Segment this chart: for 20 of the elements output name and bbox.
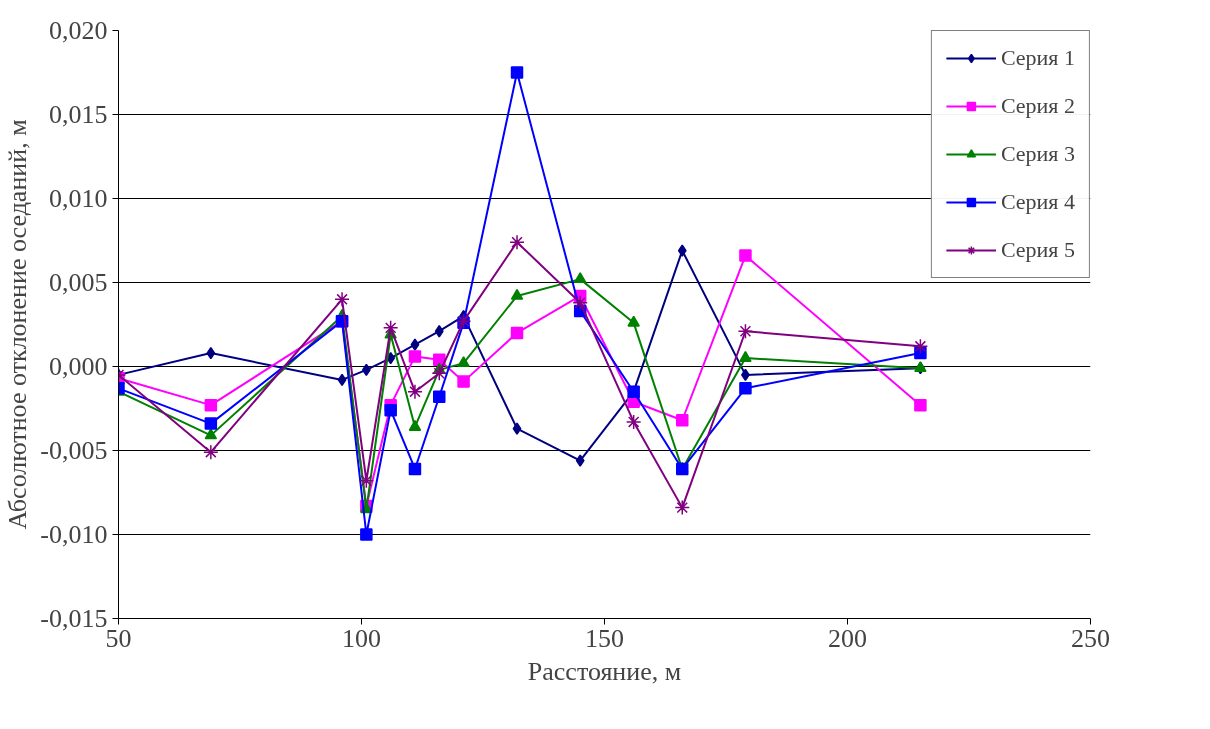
y-tick-label: 0,015 <box>49 100 108 129</box>
legend-label: Серия 1 <box>1000 45 1075 71</box>
legend-label: Серия 4 <box>1000 189 1075 215</box>
legend-label: Серия 5 <box>1000 237 1075 263</box>
y-tick-label: 0,005 <box>49 268 108 297</box>
x-axis-title: Расстояние, м <box>527 656 682 686</box>
y-tick-label: -0,005 <box>40 436 108 465</box>
legend-label: Серия 3 <box>1000 141 1075 167</box>
y-tick-label: 0,010 <box>49 184 108 213</box>
x-tick-label: 150 <box>585 623 624 653</box>
y-axis-title: Абсолютное отклонение оседаний, м <box>3 119 33 530</box>
x-tick-label: 250 <box>1071 623 1110 653</box>
y-tick-label: 0,000 <box>49 352 108 381</box>
y-tick-label: -0,015 <box>40 604 108 633</box>
legend-label: Серия 2 <box>1000 93 1075 119</box>
y-tick-label: -0,010 <box>40 520 108 549</box>
x-tick-label: 50 <box>105 623 132 653</box>
x-tick-label: 100 <box>342 623 381 653</box>
y-tick-label: 0,020 <box>49 16 108 45</box>
x-tick-label: 200 <box>828 623 867 653</box>
